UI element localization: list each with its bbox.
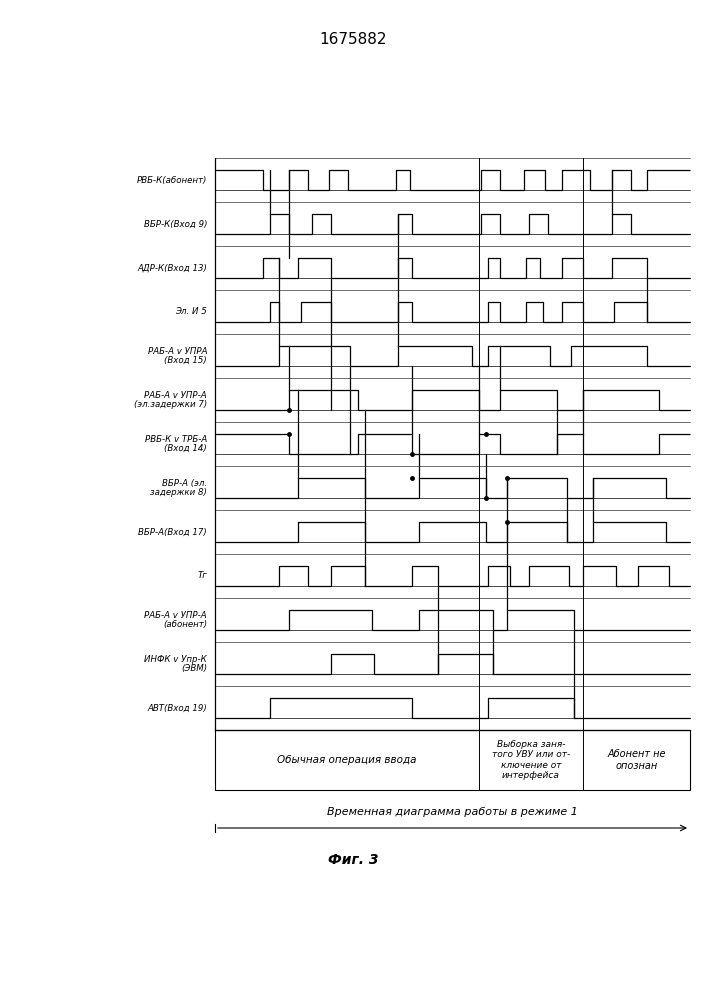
Text: РАБ-А v УПР-А
(эл.задержки 7): РАБ-А v УПР-А (эл.задержки 7) [134, 391, 207, 409]
Text: РВБ-К(абонент): РВБ-К(абонент) [136, 176, 207, 184]
Text: 1675882: 1675882 [320, 32, 387, 47]
Text: РВБ-К v ТРБ-А
(Вход 14): РВБ-К v ТРБ-А (Вход 14) [145, 435, 207, 453]
Text: Фиг. 3: Фиг. 3 [328, 853, 379, 867]
Text: Абонент не
опознан: Абонент не опознан [607, 749, 666, 771]
Text: РАБ-А v УПР-А
(абонент): РАБ-А v УПР-А (абонент) [144, 611, 207, 629]
Text: ВБР-К(Вход 9): ВБР-К(Вход 9) [144, 220, 207, 229]
Text: АВТ(Вход 19): АВТ(Вход 19) [147, 704, 207, 712]
Text: Тг: Тг [197, 572, 207, 580]
Text: Обычная операция ввода: Обычная операция ввода [277, 755, 416, 765]
Text: ИНФК v Упр-К
(ЭВМ): ИНФК v Упр-К (ЭВМ) [144, 655, 207, 673]
Text: ВБР-А(Вход 17): ВБР-А(Вход 17) [139, 528, 207, 536]
Text: Выборка заня-
того УВУ или от-
ключение от
интерфейса: Выборка заня- того УВУ или от- ключение … [492, 740, 570, 780]
Text: ВБР-А (эл.
задержки 8): ВБР-А (эл. задержки 8) [150, 479, 207, 497]
Bar [215, 730, 690, 790]
Text: РАБ-А v УПРА
(Вход 15): РАБ-А v УПРА (Вход 15) [148, 347, 207, 365]
Text: Временная диаграмма работы в режиме 1: Временная диаграмма работы в режиме 1 [327, 807, 578, 817]
Text: АДР-К(Вход 13): АДР-К(Вход 13) [137, 263, 207, 272]
Text: Эл. И 5: Эл. И 5 [175, 308, 207, 316]
